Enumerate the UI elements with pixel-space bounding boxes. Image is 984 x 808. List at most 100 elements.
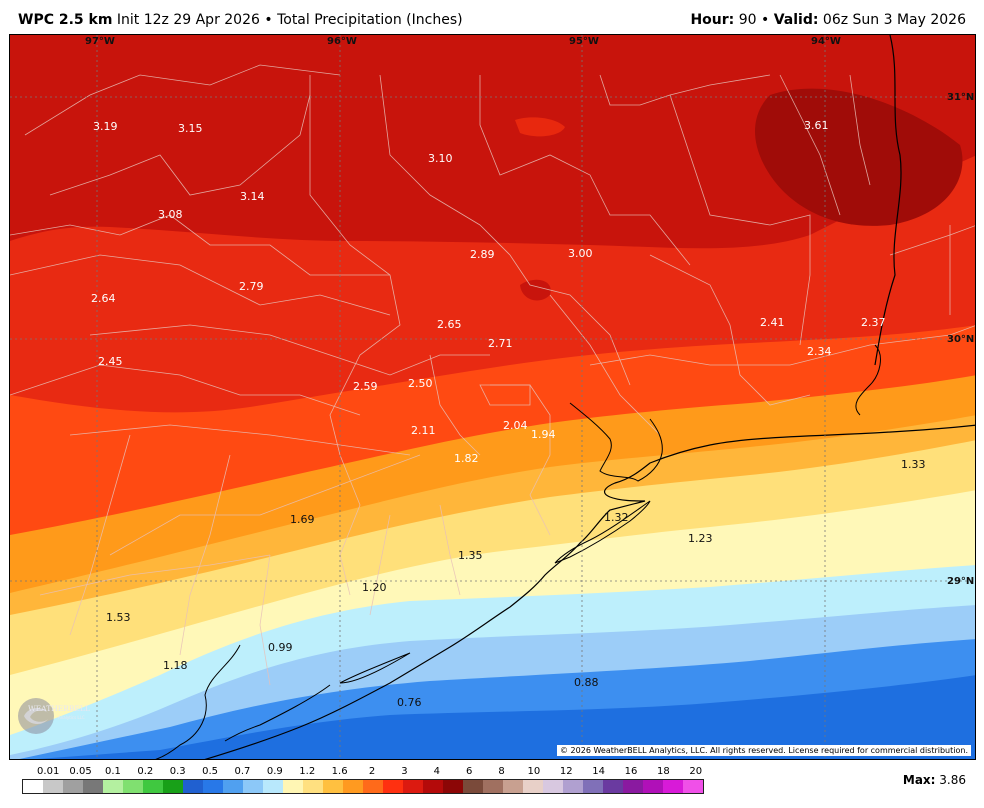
- precipitation-map[interactable]: 97°W 96°W 95°W 94°W 31°N 30°N 29°N 3.19 …: [9, 34, 976, 760]
- legend-label: 8: [498, 766, 505, 777]
- matagorda-outline: [339, 652, 411, 684]
- value-label: 2.65: [437, 318, 462, 331]
- sabine-lake-outline: [855, 344, 881, 416]
- band-local-high: [520, 279, 551, 301]
- legend-swatch: [23, 780, 43, 793]
- legend-swatch: [683, 780, 703, 793]
- value-label: 3.10: [428, 152, 453, 165]
- legend-label: 18: [657, 766, 670, 777]
- legend-swatch: [423, 780, 443, 793]
- legend-swatch: [363, 780, 383, 793]
- legend-swatch: [123, 780, 143, 793]
- product-name: Total Precipitation (Inches): [277, 12, 463, 28]
- value-label: 2.89: [470, 248, 495, 261]
- max-label-text: Max:: [902, 773, 936, 787]
- legend-label: 1.6: [331, 766, 348, 777]
- legend-swatch: [663, 780, 683, 793]
- title-bullet: •: [264, 12, 273, 28]
- galveston-bay-outline: [569, 402, 663, 482]
- lat-label: 31°N: [947, 92, 974, 103]
- value-label: 3.08: [158, 208, 183, 221]
- value-label: 0.88: [574, 676, 599, 689]
- legend-label: 0.01: [37, 766, 60, 777]
- legend-label: 3: [401, 766, 408, 777]
- legend-label: 12: [559, 766, 573, 777]
- legend-swatch: [603, 780, 623, 793]
- value-label: 2.45: [98, 355, 123, 368]
- lon-label: 96°W: [327, 36, 357, 47]
- map-canvas: 97°W 96°W 95°W 94°W 31°N 30°N 29°N 3.19 …: [10, 35, 975, 759]
- value-label: 1.23: [688, 532, 713, 545]
- value-label: 3.61: [804, 119, 829, 132]
- legend-label: 0.2: [137, 766, 154, 777]
- legend-swatch: [383, 780, 403, 793]
- logo-text: WEATHERBELL: [28, 704, 90, 713]
- value-label: 2.04: [503, 419, 528, 432]
- legend-label: 0.7: [234, 766, 251, 777]
- legend-swatch: [143, 780, 163, 793]
- value-label: 3.00: [568, 247, 593, 260]
- legend-label: 20: [689, 766, 703, 777]
- value-label: 3.19: [93, 120, 118, 133]
- legend-label: 0.05: [69, 766, 92, 777]
- coastline: [204, 424, 975, 759]
- legend-label: 0.3: [169, 766, 186, 777]
- map-title: WPC 2.5 km Init 12z 29 Apr 2026 • Total …: [18, 12, 463, 28]
- legend-label: 14: [592, 766, 606, 777]
- legend-swatch: [63, 780, 83, 793]
- legend-swatch: [483, 780, 503, 793]
- copyright-notice: © 2026 WeatherBELL Analytics, LLC. All r…: [557, 745, 971, 756]
- lon-label: 95°W: [569, 36, 599, 47]
- galveston-island: [554, 500, 651, 564]
- value-label: 2.37: [861, 316, 886, 329]
- state-border-line: [874, 35, 902, 366]
- lat-label: 30°N: [947, 334, 974, 345]
- legend-swatch: [463, 780, 483, 793]
- lon-label: 94°W: [811, 36, 841, 47]
- legend-swatch: [203, 780, 223, 793]
- legend-label: 1.2: [299, 766, 316, 777]
- hour-value: 90: [738, 12, 757, 28]
- value-label: 1.82: [454, 452, 479, 465]
- valid-time-info: Hour: 90 • Valid: 06z Sun 3 May 2026: [690, 12, 966, 28]
- legend-swatch: [503, 780, 523, 793]
- lat-label: 29°N: [947, 576, 974, 587]
- legend-swatch: [523, 780, 543, 793]
- legend-label: 0.5: [202, 766, 219, 777]
- legend-color-bar: [22, 779, 704, 794]
- legend-label: 6: [465, 766, 473, 777]
- legend-label: 16: [624, 766, 638, 777]
- value-label: 2.34: [807, 345, 832, 358]
- legend-swatch: [103, 780, 123, 793]
- legend-swatch: [223, 780, 243, 793]
- legend-swatch: [543, 780, 563, 793]
- legend-swatch: [343, 780, 363, 793]
- value-label: 3.14: [240, 190, 265, 203]
- legend-swatch: [243, 780, 263, 793]
- max-value: 3.86: [939, 773, 966, 787]
- legend-swatch: [43, 780, 63, 793]
- hour-label: Hour:: [690, 12, 735, 28]
- value-label: 2.41: [760, 316, 785, 329]
- value-label: 2.71: [488, 337, 513, 350]
- valid-value: 06z Sun 3 May 2026: [822, 12, 966, 28]
- legend-swatch: [643, 780, 663, 793]
- lon-label: 97°W: [85, 36, 115, 47]
- logo-subtext: Analytics LLC: [58, 715, 85, 720]
- legend-swatch: [583, 780, 603, 793]
- legend-swatch: [563, 780, 583, 793]
- value-label: 2.50: [408, 377, 433, 390]
- legend-label: 0.1: [104, 766, 121, 777]
- band-3-6: [755, 88, 963, 226]
- legend-swatch: [623, 780, 643, 793]
- value-label: 3.15: [178, 122, 203, 135]
- legend-swatch: [83, 780, 103, 793]
- value-label: 1.94: [531, 428, 556, 441]
- matagorda-bay-outline: [155, 644, 241, 759]
- value-label: 1.20: [362, 581, 387, 594]
- county-lines: [10, 64, 975, 686]
- max-value-label: Max: 3.86: [903, 773, 966, 787]
- valid-label: Valid:: [773, 12, 819, 28]
- value-label: 0.99: [268, 641, 293, 654]
- value-label: 0.76: [397, 696, 422, 709]
